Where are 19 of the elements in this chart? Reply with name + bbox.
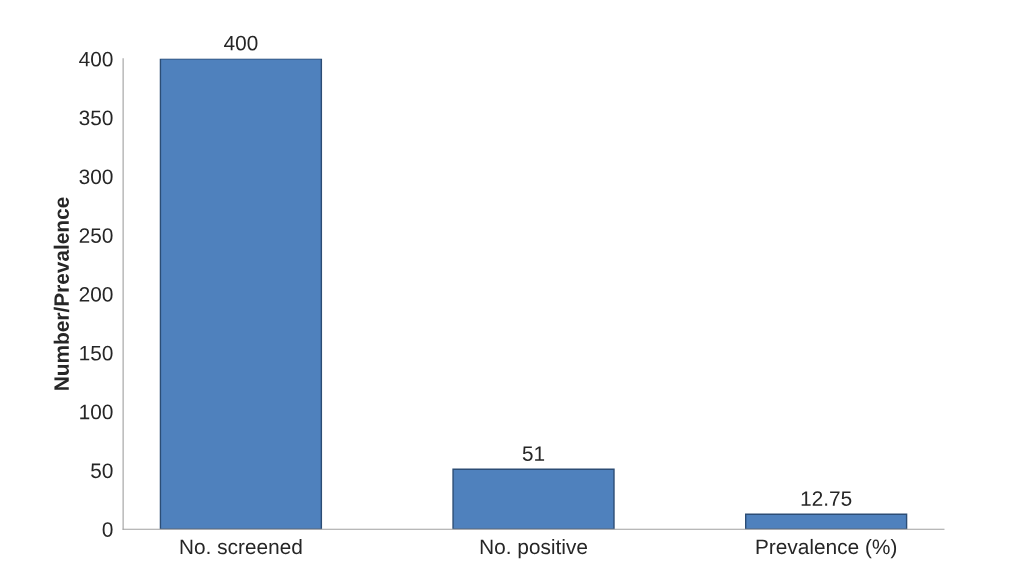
y-tick-label: 200 bbox=[79, 287, 113, 302]
bar bbox=[744, 513, 908, 530]
y-tick-label: 300 bbox=[79, 169, 113, 185]
data-label: 12.75 bbox=[801, 491, 852, 506]
y-tick-label: 350 bbox=[79, 110, 113, 126]
y-tick-label: 0 bbox=[102, 522, 113, 537]
bar bbox=[159, 58, 323, 530]
data-label: 400 bbox=[224, 35, 258, 51]
y-tick-label: 100 bbox=[80, 404, 113, 420]
y-tick-label: 400 bbox=[79, 51, 113, 67]
x-tick-label: No. screened bbox=[180, 538, 302, 555]
bar bbox=[452, 468, 615, 530]
x-tick-label: Prevalence (%) bbox=[756, 538, 897, 559]
data-label: 51 bbox=[522, 446, 545, 461]
y-tick-label: 250 bbox=[79, 228, 113, 243]
y-axis-title: Number/Prevalence bbox=[53, 197, 70, 390]
x-tick-label: No. positive bbox=[480, 538, 588, 559]
y-tick-label: 50 bbox=[91, 463, 113, 479]
y-tick-label: 150 bbox=[80, 345, 113, 361]
